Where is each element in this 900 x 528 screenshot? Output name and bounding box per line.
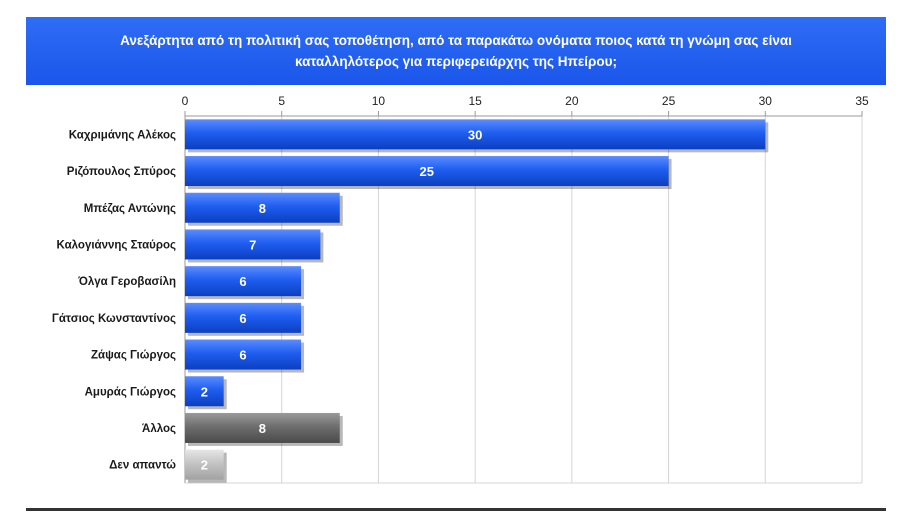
data-label: 8 (259, 201, 266, 216)
category-label: Μπέζας Αντώνης (84, 203, 176, 215)
bar (185, 156, 669, 187)
bar (185, 266, 302, 297)
data-label: 7 (249, 237, 256, 252)
bar (185, 192, 340, 223)
x-axis-ticks: 0 5 10 15 20 25 30 35 (182, 94, 869, 117)
category-label: Δεν απαντώ (109, 460, 176, 472)
bars (185, 119, 769, 483)
x-tick-label: 10 (372, 94, 386, 108)
bar (185, 449, 224, 480)
x-tick-label: 30 (759, 94, 773, 108)
bar (185, 376, 224, 407)
data-labels: 30 25 8 7 6 6 6 2 8 2 (201, 127, 483, 472)
chart-title-banner: Ανεξάρτητα από τη πολιτική σας τοποθέτησ… (26, 17, 886, 85)
bar (185, 119, 766, 150)
chart-title-line-2: καταλληλότερος για περιφερειάρχης της Ηπ… (294, 54, 617, 69)
x-tick-label: 35 (855, 94, 869, 108)
category-label: Γάτσιος Κωνσταντίνος (52, 313, 176, 325)
category-label: Όλγα Γεροβασίλη (77, 276, 176, 288)
category-label: Ριζόπουλος Σπύρος (67, 166, 176, 178)
category-labels: Καχριμάνης Αλέκος Ριζόπουλος Σπύρος Μπέζας… (52, 129, 176, 471)
chart-title-line-1: Ανεξάρτητα από τη πολιτική σας τοποθέτησ… (120, 33, 792, 48)
x-tick-label: 25 (662, 94, 676, 108)
x-tick-label: 5 (278, 94, 285, 108)
bar (185, 412, 340, 443)
bar (185, 229, 321, 260)
category-label: Αμυράς Γιώργος (85, 386, 176, 398)
bar (185, 302, 302, 333)
x-tick-label: 15 (468, 94, 482, 108)
category-label: Καχριμάνης Αλέκος (69, 129, 176, 141)
gridlines (184, 116, 863, 484)
category-label: Ζάψας Γιώργος (91, 350, 176, 362)
x-tick-label: 0 (182, 94, 189, 108)
bar (185, 339, 302, 370)
data-label: 25 (420, 164, 434, 179)
category-label: Άλλος (142, 423, 176, 435)
bottom-divider (26, 508, 886, 511)
data-label: 6 (239, 348, 246, 363)
data-label: 6 (239, 274, 246, 289)
data-label: 2 (201, 458, 208, 473)
data-label: 8 (259, 421, 266, 436)
data-label: 2 (201, 384, 208, 399)
category-label: Καλογιάννης Σταύρος (57, 239, 176, 251)
data-label: 30 (468, 127, 482, 142)
data-label: 6 (239, 311, 246, 326)
x-tick-label: 20 (565, 94, 579, 108)
